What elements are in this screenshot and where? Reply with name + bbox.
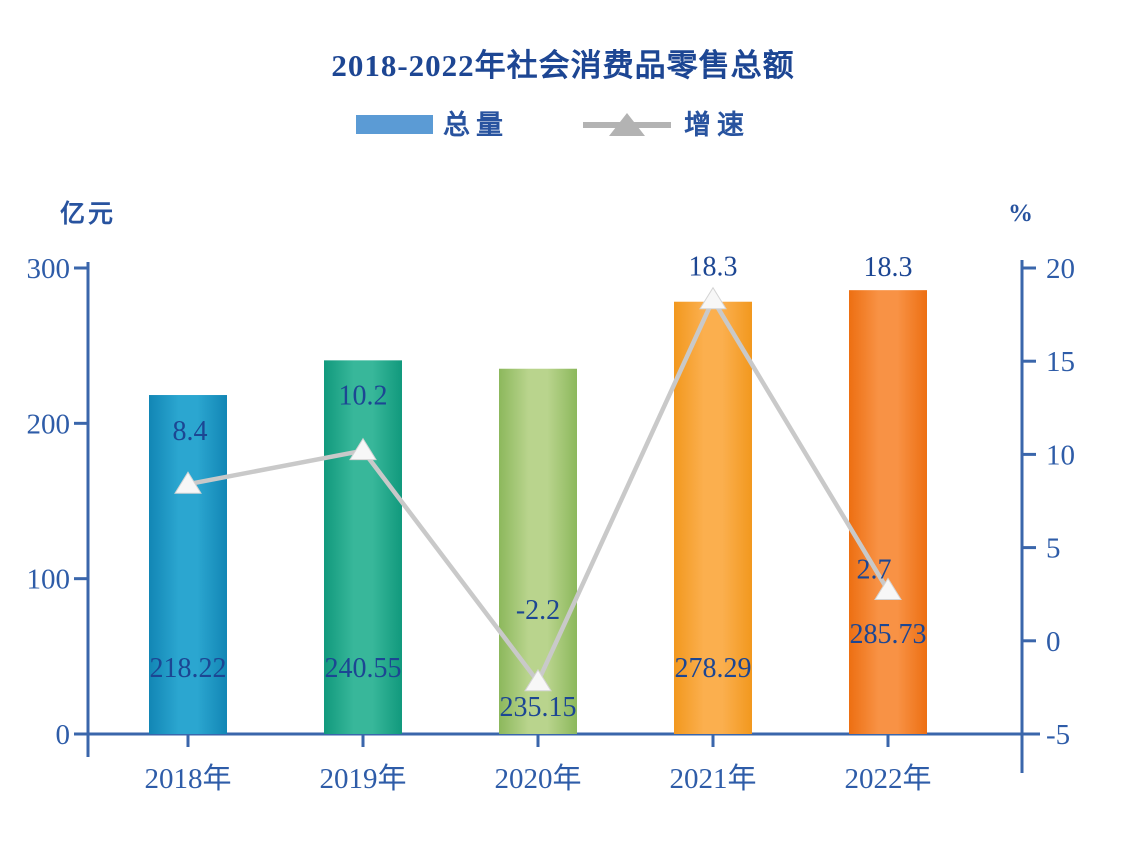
- growth-value-label-2018年: 8.4: [173, 416, 208, 447]
- extra-growth-label-2022年: 18.3: [864, 252, 913, 283]
- right-axis-tick-label: 15: [1046, 346, 1075, 378]
- category-label-2019年: 2019年: [319, 762, 406, 795]
- left-axis-tick-label: 0: [56, 719, 71, 751]
- right-axis-tick-label: 0: [1046, 626, 1061, 658]
- growth-marker-2019年: [349, 437, 377, 461]
- bar-value-label-2020年: 235.15: [500, 692, 577, 723]
- growth-value-label-2022年: 2.7: [857, 554, 892, 585]
- chart-title: 2018-2022年社会消费品零售总额: [331, 48, 795, 83]
- category-label-2020年: 2020年: [494, 762, 581, 795]
- bar-value-label-2021年: 278.29: [675, 653, 752, 684]
- left-axis-tick-label: 300: [27, 253, 71, 285]
- left-axis-tick-label: 200: [27, 408, 71, 440]
- legend-bar-swatch: [356, 115, 433, 134]
- growth-value-label-2021年: 18.3: [689, 252, 738, 283]
- legend-label-total: 总量: [443, 110, 509, 140]
- growth-value-label-2020年: -2.2: [516, 595, 560, 626]
- bar-2018年: [149, 395, 227, 734]
- bar-2019年: [324, 360, 402, 734]
- growth-marker-2018年: [174, 471, 202, 494]
- category-label-2018年: 2018年: [144, 762, 231, 795]
- category-label-2022年: 2022年: [844, 762, 931, 795]
- bar-2022年: [849, 290, 927, 734]
- right-axis-tick-label: 20: [1046, 253, 1075, 285]
- left-axis-unit-label: 亿元: [60, 201, 117, 228]
- bar-value-label-2022年: 285.73: [850, 619, 927, 650]
- right-axis-unit-label: %: [1008, 200, 1036, 227]
- bar-2021年: [674, 301, 752, 734]
- right-axis-tick-label: -5: [1046, 719, 1070, 751]
- bar-value-label-2018年: 218.22: [150, 653, 227, 684]
- legend-label-growth: 增速: [684, 110, 750, 140]
- category-label-2021年: 2021年: [669, 762, 756, 795]
- right-axis-tick-label: 10: [1046, 439, 1075, 471]
- left-axis-tick-label: 100: [27, 564, 71, 596]
- bar-value-label-2019年: 240.55: [325, 653, 402, 684]
- legend-line-triangle-icon: [583, 113, 671, 136]
- growth-value-label-2019年: 10.2: [339, 381, 388, 412]
- growth-marker-2021年: [699, 286, 727, 310]
- growth-marker-2020年: [524, 668, 552, 692]
- right-axis-tick-label: 5: [1046, 533, 1061, 565]
- growth-marker-2022年: [874, 577, 902, 600]
